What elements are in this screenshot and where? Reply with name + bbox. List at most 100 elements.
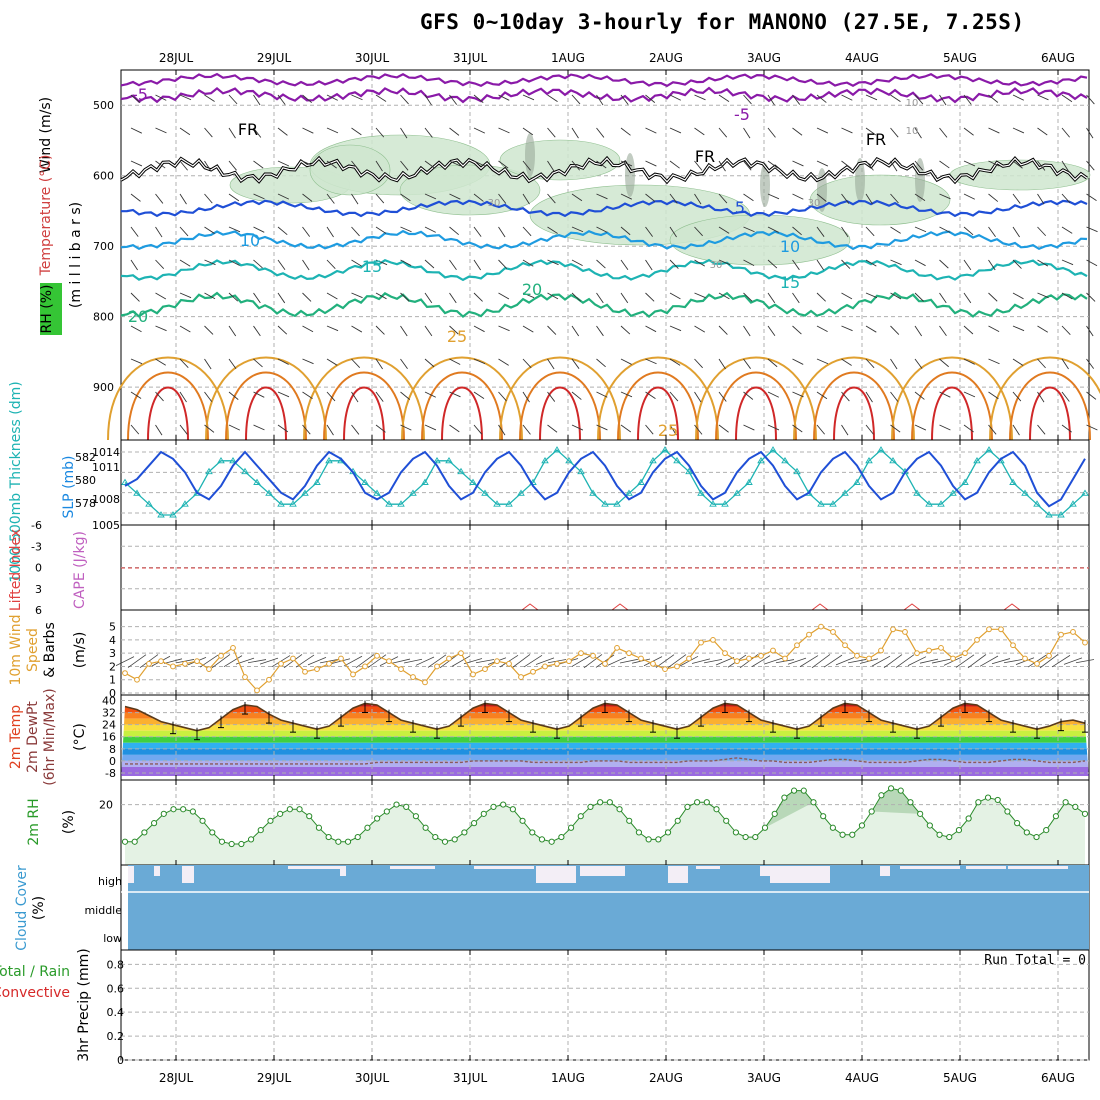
wind-barb (988, 226, 996, 237)
wind-barb (228, 160, 237, 171)
wind-barb (963, 94, 972, 105)
cloud-level-label: low (103, 932, 122, 945)
wind-barb (1061, 193, 1071, 204)
wind-speed-point (914, 650, 920, 657)
date-label-top: 30JUL (355, 51, 390, 65)
wind-barb (890, 94, 901, 103)
surface-wind-barb (403, 658, 423, 664)
wind-tick: 0 (109, 687, 116, 700)
wind-barb (326, 391, 336, 402)
wind-speed-point (722, 650, 728, 657)
wind-barb (963, 424, 974, 433)
wind-barb (865, 292, 878, 299)
cloud-gap (880, 866, 890, 876)
cape-blip (903, 603, 921, 611)
rh-point (984, 794, 992, 801)
wind-barb (1012, 226, 1020, 238)
thickness-point (253, 478, 261, 485)
rh-point (160, 810, 167, 817)
wind-barb (498, 292, 510, 300)
rh-point (907, 799, 914, 806)
wind-speed-point (194, 658, 200, 665)
rh-point (703, 799, 710, 806)
wind-barb (130, 259, 138, 271)
temp-contour-25 (205, 356, 327, 441)
wind-barb (302, 292, 312, 302)
wind-barb (571, 325, 580, 337)
surface-wind-barb (691, 658, 711, 664)
wind-barb (522, 325, 534, 333)
temp-band (121, 736, 1089, 743)
temp-contour-35 (147, 386, 189, 441)
date-label-bottom: 30JUL (355, 1071, 390, 1085)
rh-point (829, 824, 836, 831)
wind-barb (669, 325, 682, 332)
temp-contour-30 (519, 371, 601, 441)
thickness-point (745, 478, 753, 485)
wind-barb (326, 259, 336, 269)
wind-barb (547, 259, 559, 266)
contour-label: 25 (447, 327, 467, 346)
wind-barb (204, 259, 216, 266)
wind-speed-point (674, 663, 680, 670)
wind-barb (277, 160, 290, 167)
surface-wind-barb (367, 654, 387, 668)
surface-wind-barb (163, 658, 183, 664)
rh-point (965, 815, 972, 822)
ylabel-wind-units: (m/s) (72, 632, 88, 669)
wind-barb (841, 358, 852, 366)
wind-barb (865, 325, 877, 333)
wind-barb (277, 127, 288, 136)
wind-barb (449, 391, 461, 398)
wind-speed-point (686, 655, 692, 662)
wind-barb (939, 358, 949, 368)
wind-barb (375, 160, 383, 172)
wind-barb (988, 424, 997, 435)
wind-barb (302, 127, 314, 134)
wind-barb (865, 160, 874, 171)
wind-barb (179, 193, 187, 205)
rh-shade (309, 144, 391, 196)
ylabel-rh-units: (%) (61, 810, 77, 834)
cloud-gap (900, 866, 960, 869)
rh-point (800, 787, 807, 794)
wind-speed-point (830, 629, 836, 635)
wind-speed-point (506, 660, 512, 667)
temp-contour-35 (441, 386, 483, 441)
wind-barb (547, 160, 555, 172)
ylabel-10m-wind: 10m Wind (8, 614, 24, 685)
rh-peak (765, 790, 814, 828)
contour-label: -5 (734, 105, 750, 124)
wind-barb (743, 193, 754, 202)
thickness-point (577, 467, 585, 475)
wind-barb (939, 325, 947, 337)
wind-barb (473, 193, 484, 202)
rh-point (1023, 829, 1030, 836)
wind-speed-point (794, 642, 800, 649)
temp-contour-25 (695, 356, 817, 441)
wind-speed-point (410, 674, 416, 680)
wind-barb (179, 358, 189, 369)
wind-barb (645, 358, 657, 365)
rh-point (694, 799, 701, 806)
wind-barb (914, 226, 927, 233)
thickness-point (469, 478, 477, 485)
wind-barb (596, 391, 608, 398)
date-label-top: 28JUL (159, 51, 194, 65)
surface-wind-barb (799, 655, 819, 668)
wind-barb (424, 424, 437, 431)
wind-barb (1012, 424, 1020, 436)
wind-barb (400, 226, 412, 233)
wind-barb (473, 424, 483, 435)
rh-point (296, 806, 303, 813)
wind-barb (988, 127, 1000, 134)
wind-barb (596, 160, 607, 169)
wind-speed-point (590, 652, 596, 659)
wind-barb (620, 193, 633, 200)
wind-barb (351, 292, 363, 299)
wind-barb (351, 358, 361, 369)
wind-barb (767, 292, 776, 304)
wind-speed-point (782, 655, 788, 662)
wind-barb (571, 292, 581, 302)
rh-point (790, 787, 798, 794)
